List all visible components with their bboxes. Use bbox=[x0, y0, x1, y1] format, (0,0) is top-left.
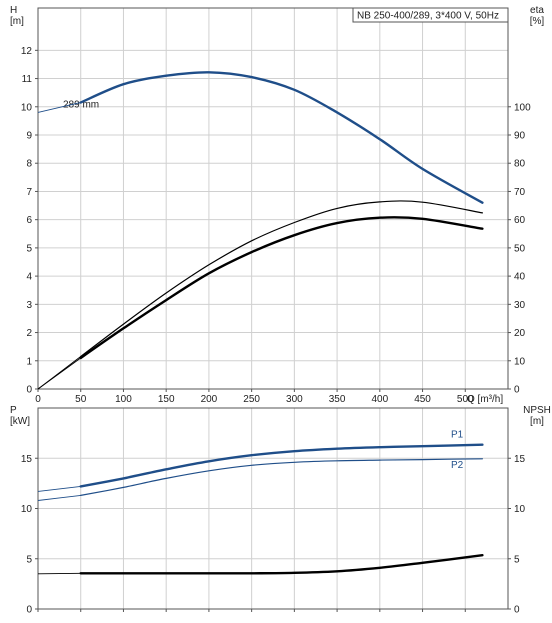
y2-tick-label: 70 bbox=[514, 187, 526, 198]
x-tick-label: 250 bbox=[243, 394, 260, 405]
y2-axis-label: NPSH [m] bbox=[523, 405, 551, 427]
y-tick-label: 10 bbox=[21, 102, 33, 113]
y2-tick-label: 100 bbox=[514, 102, 531, 113]
y2-tick-label: 80 bbox=[514, 159, 526, 170]
y-axis-label: H [m] bbox=[10, 5, 24, 27]
y2-axis-label-line: [%] bbox=[530, 16, 545, 27]
series-label: P2 bbox=[451, 460, 464, 471]
x-tick-label: 150 bbox=[158, 394, 175, 405]
y2-tick-label: 60 bbox=[514, 215, 526, 226]
series-extension-line bbox=[37, 572, 81, 575]
y-tick-label: 7 bbox=[26, 187, 32, 198]
x-tick-label: 100 bbox=[115, 394, 132, 405]
series-line bbox=[80, 200, 483, 358]
x-tick-label: 300 bbox=[286, 394, 303, 405]
plot-frame bbox=[37, 7, 509, 390]
x-tick-label: 200 bbox=[201, 394, 218, 405]
y2-tick-label: 10 bbox=[514, 356, 526, 367]
series-line bbox=[79, 216, 484, 360]
series-extension-line bbox=[37, 357, 81, 390]
y-tick-label: 15 bbox=[21, 454, 33, 465]
y2-tick-label: 90 bbox=[514, 131, 526, 142]
series-line bbox=[79, 554, 484, 575]
y2-tick-label: 0 bbox=[514, 385, 520, 396]
y2-tick-label: 15 bbox=[514, 454, 526, 465]
y2-tick-label: 10 bbox=[514, 504, 526, 515]
y2-tick-label: 30 bbox=[514, 300, 526, 311]
grid-lines bbox=[38, 8, 508, 389]
grid-lines bbox=[38, 408, 508, 609]
y-tick-label: 0 bbox=[26, 385, 32, 396]
series-extension-line bbox=[37, 494, 81, 501]
y-axis-label-line: [kW] bbox=[10, 416, 30, 427]
x-tick-label: 500 bbox=[457, 394, 474, 405]
series-extension-line bbox=[37, 485, 81, 492]
y2-axis-label-line: eta bbox=[530, 5, 544, 16]
series-line bbox=[79, 443, 484, 488]
chart-title: NB 250-400/289, 3*400 V, 50Hz bbox=[357, 11, 499, 22]
y2-tick-label: 50 bbox=[514, 243, 526, 254]
y-tick-label: 5 bbox=[26, 243, 32, 254]
y-axis-label: P [kW] bbox=[10, 405, 30, 427]
x-tick-label: 450 bbox=[414, 394, 431, 405]
series-label: P1 bbox=[451, 430, 464, 441]
y-tick-label: 0 bbox=[26, 605, 32, 616]
series-line bbox=[79, 71, 484, 204]
y2-tick-label: 20 bbox=[514, 328, 526, 339]
y-tick-label: 9 bbox=[26, 131, 32, 142]
y-tick-label: 4 bbox=[26, 272, 32, 283]
y-tick-label: 8 bbox=[26, 159, 32, 170]
y2-axis-label: eta [%] bbox=[530, 5, 545, 27]
x-tick-label: 350 bbox=[329, 394, 346, 405]
y-tick-label: 2 bbox=[26, 328, 32, 339]
x-axis-label: Q [m³/h] bbox=[467, 394, 503, 405]
y-tick-label: 11 bbox=[22, 74, 33, 85]
x-tick-label: 400 bbox=[371, 394, 388, 405]
y-tick-label: 10 bbox=[21, 504, 33, 515]
y-tick-label: 5 bbox=[26, 554, 32, 565]
x-tick-label: 0 bbox=[35, 394, 41, 405]
series-line bbox=[80, 458, 483, 496]
y2-tick-label: 5 bbox=[514, 554, 520, 565]
title-box bbox=[352, 7, 509, 23]
y-tick-label: 1 bbox=[26, 356, 32, 367]
y2-tick-label: 0 bbox=[514, 605, 520, 616]
y-axis-label-line: P bbox=[10, 405, 17, 416]
y-tick-label: 3 bbox=[26, 300, 32, 311]
y-axis-label-line: H bbox=[10, 5, 17, 16]
series-extension-line bbox=[37, 102, 81, 113]
x-tick-label: 50 bbox=[75, 394, 87, 405]
impeller-diameter-label: 289 mm bbox=[63, 99, 99, 110]
y-tick-label: 6 bbox=[26, 215, 32, 226]
y-axis-label-line: [m] bbox=[10, 16, 24, 27]
y2-axis-label-line: [m] bbox=[530, 416, 544, 427]
y2-axis-label-line: NPSH bbox=[523, 405, 551, 416]
y-tick-label: 12 bbox=[21, 46, 33, 57]
y2-tick-label: 40 bbox=[514, 272, 526, 283]
